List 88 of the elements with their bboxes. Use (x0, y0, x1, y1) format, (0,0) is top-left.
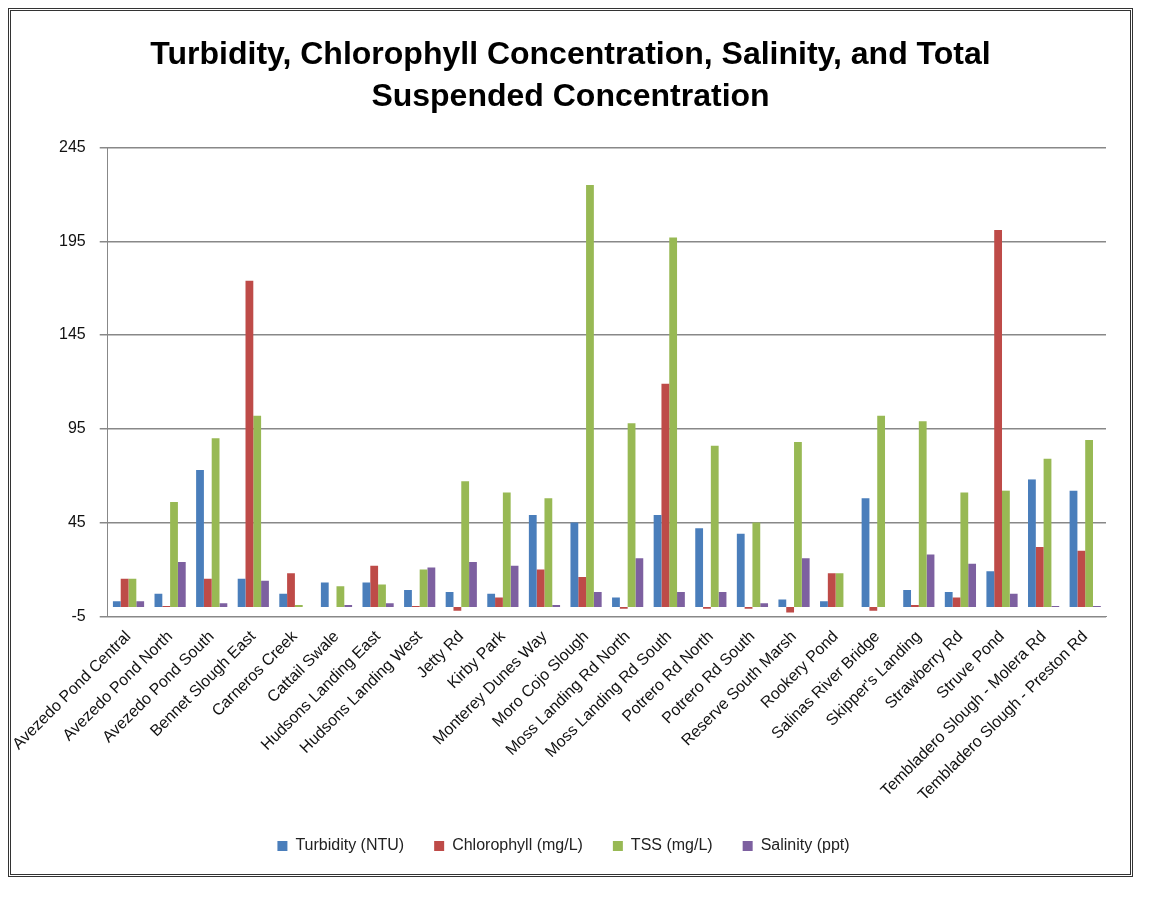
bar (170, 502, 178, 608)
bar (627, 423, 636, 608)
bar (794, 442, 802, 608)
bar (801, 558, 810, 608)
bar (994, 230, 1003, 608)
bar (362, 582, 371, 608)
bar (453, 607, 462, 611)
bar (1035, 547, 1044, 608)
bar (786, 607, 795, 613)
bar (669, 237, 678, 608)
bar (237, 578, 246, 608)
bar (635, 558, 644, 608)
bar (968, 563, 977, 608)
bar (578, 577, 587, 608)
bar (861, 498, 870, 608)
bar (136, 601, 145, 608)
bar (279, 593, 288, 608)
bar (820, 601, 828, 608)
legend-label: TSS (mg/L) (630, 836, 713, 854)
bar (926, 554, 935, 608)
bar (253, 415, 262, 608)
bar (869, 607, 878, 611)
bar (461, 481, 470, 608)
y-tick-label: 95 (67, 419, 86, 437)
bar (944, 592, 953, 608)
bar (245, 280, 254, 608)
bar (1077, 550, 1086, 608)
bar (586, 185, 594, 608)
bar (1028, 479, 1036, 608)
bar (677, 592, 685, 608)
bar (778, 599, 787, 608)
bar (419, 569, 428, 608)
bar (544, 498, 553, 608)
bar (653, 515, 662, 608)
y-tick-label: 195 (59, 231, 86, 249)
bar (661, 384, 670, 608)
bar (378, 584, 386, 608)
bar (1085, 440, 1093, 608)
bar (718, 592, 727, 608)
bar (320, 582, 329, 608)
bar (528, 515, 537, 608)
bar (1069, 490, 1078, 608)
bar (177, 562, 186, 608)
bar (469, 562, 477, 608)
bar (1043, 459, 1052, 608)
bar (370, 565, 379, 608)
bar (203, 578, 212, 608)
bar (112, 601, 121, 608)
y-tick-label: 145 (59, 325, 86, 343)
bar (903, 590, 912, 608)
bar (593, 592, 602, 608)
y-tick-label: 245 (59, 138, 86, 156)
bar (960, 492, 969, 608)
bar (612, 597, 620, 608)
bar (445, 592, 454, 608)
bar (986, 571, 995, 608)
bar (219, 603, 228, 608)
chart-title: Turbidity, Chlorophyll Concentration, Salinity, and Total Suspended Concentration (149, 34, 992, 115)
bar (1009, 593, 1018, 608)
bar (835, 573, 844, 608)
bar (336, 586, 345, 608)
legend-label: Chlorophyll (mg/L) (452, 836, 583, 854)
bar (502, 492, 511, 608)
bar (211, 438, 220, 608)
bar (827, 573, 836, 608)
bar (385, 603, 394, 608)
bar (710, 445, 719, 608)
bar (736, 533, 745, 608)
bar (918, 421, 927, 608)
y-tick-label: 45 (67, 513, 86, 531)
bar (1002, 490, 1010, 608)
bar (261, 580, 269, 608)
bar (495, 597, 503, 608)
bar (427, 567, 436, 608)
bar (760, 603, 769, 608)
bar (752, 522, 761, 608)
legend-label: Turbidity (NTU) (295, 836, 405, 854)
bar (196, 470, 204, 608)
y-tick-label: -5 (71, 606, 86, 624)
legend-label: Salinity (ppt) (760, 836, 850, 854)
bar (287, 573, 295, 608)
bar (570, 522, 579, 608)
bar (120, 578, 129, 608)
bar (877, 415, 886, 608)
bar (404, 590, 412, 608)
bar (487, 593, 496, 608)
bar (695, 528, 704, 608)
bar (536, 569, 545, 608)
